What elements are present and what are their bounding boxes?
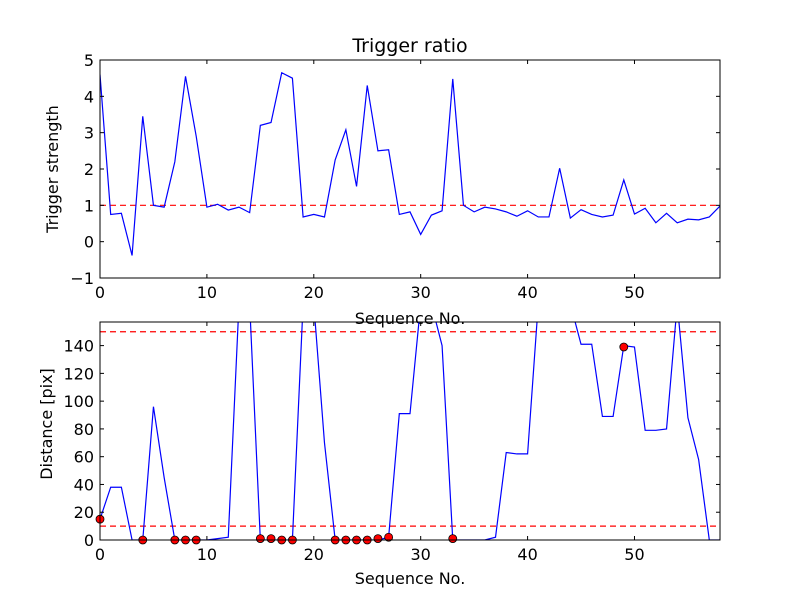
y-tick-label: 40	[74, 475, 94, 494]
x-tick-label: 40	[517, 283, 537, 302]
series-layer	[100, 322, 720, 540]
distance-chart: 0 10 20 30 40 50 0 20 40 60 80 100 120 140 Sequence …	[37, 321, 721, 588]
series-line	[100, 322, 720, 540]
x-tick-label: 0	[95, 283, 105, 302]
y-axis-label: Distance [pix]	[37, 368, 56, 480]
y-tick-label: 1	[84, 196, 94, 215]
y-tick-label: 100	[63, 392, 94, 411]
x-tick-label: 20	[304, 283, 324, 302]
x-tick-label: 30	[411, 545, 431, 564]
y-axis-label: Trigger strength	[43, 105, 62, 234]
y-tick-label: −1	[70, 269, 94, 288]
x-tick-label: 50	[624, 283, 644, 302]
y-tick-label: 2	[84, 160, 94, 179]
y-tick-label: 0	[84, 531, 94, 550]
x-tick-label: 10	[197, 545, 217, 564]
data-marker	[266, 534, 276, 544]
x-axis-ticks: 0 10 20 30 40 50	[95, 60, 645, 302]
y-tick-label: 4	[84, 87, 94, 106]
x-tick-label: 20	[304, 545, 324, 564]
y-tick-label: 5	[84, 51, 94, 70]
y-axis-ticks: −1 0 1 2 3 4 5	[70, 51, 720, 288]
y-tick-label: 20	[74, 503, 94, 522]
y-tick-label: 3	[84, 124, 94, 143]
x-tick-label: 0	[95, 545, 105, 564]
data-marker	[619, 342, 629, 352]
x-axis-ticks: 0 10 20 30 40 50	[95, 322, 645, 564]
y-tick-label: 0	[84, 233, 94, 252]
data-marker	[448, 534, 458, 544]
x-axis-label: Sequence No.	[355, 309, 466, 328]
series-layer	[100, 71, 720, 256]
x-tick-label: 40	[517, 545, 537, 564]
series-line	[100, 71, 720, 256]
x-tick-label: 50	[624, 545, 644, 564]
threshold-lines	[100, 331, 720, 527]
x-axis-label: Sequence No.	[355, 569, 466, 588]
data-marker	[384, 532, 394, 542]
data-marker	[255, 534, 265, 544]
y-tick-label: 120	[63, 364, 94, 383]
chart-title: Trigger ratio	[351, 35, 467, 57]
y-axis-ticks: 0 20 40 60 80 100 120 140	[63, 337, 720, 550]
y-tick-label: 60	[74, 448, 94, 467]
y-tick-label: 140	[63, 337, 94, 356]
x-tick-label: 10	[197, 283, 217, 302]
x-tick-label: 30	[411, 283, 431, 302]
y-tick-label: 80	[74, 420, 94, 439]
data-marker	[373, 534, 383, 544]
plot-frame	[99, 321, 721, 541]
